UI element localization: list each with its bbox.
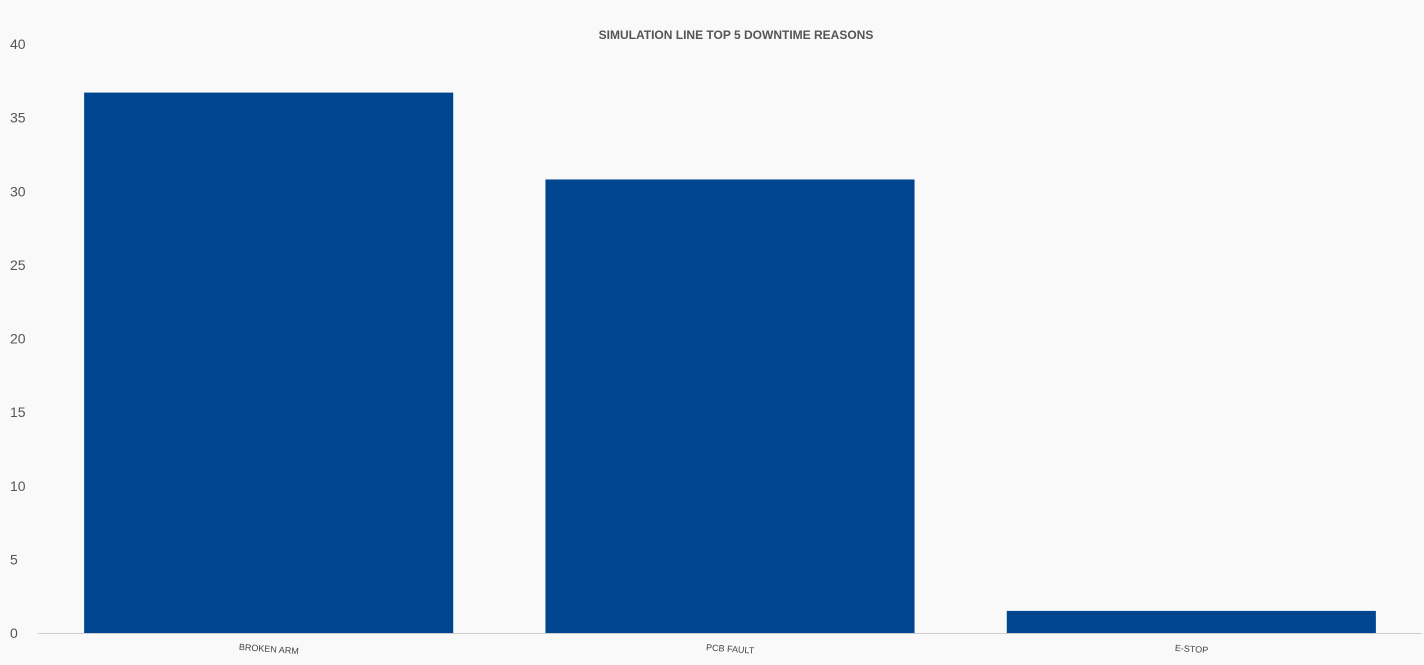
y-tick-label: 35 xyxy=(10,110,26,126)
y-tick-label: 20 xyxy=(10,331,26,347)
y-tick-label: 40 xyxy=(10,36,26,52)
bars-group xyxy=(84,92,1376,633)
y-tick-label: 5 xyxy=(10,551,18,567)
bar[interactable] xyxy=(545,179,915,633)
x-tick-label: BROKEN ARM xyxy=(239,642,300,656)
bar[interactable] xyxy=(84,92,454,633)
y-tick-label: 15 xyxy=(10,404,26,420)
bar[interactable] xyxy=(1006,610,1376,633)
x-tick-label: E-STOP xyxy=(1175,643,1209,655)
y-tick-label: 25 xyxy=(10,257,26,273)
chart-title: SIMULATION LINE TOP 5 DOWNTIME REASONS xyxy=(599,28,874,42)
y-tick-label: 0 xyxy=(10,625,18,641)
y-tick-label: 30 xyxy=(10,183,26,199)
y-tick-label: 10 xyxy=(10,478,26,494)
x-tick-label: PCB FAULT xyxy=(706,642,755,655)
y-axis: 0 5 10 15 20 25 30 35 40 xyxy=(10,36,26,641)
x-axis: BROKEN ARM PCB FAULT E-STOP xyxy=(38,633,1422,656)
